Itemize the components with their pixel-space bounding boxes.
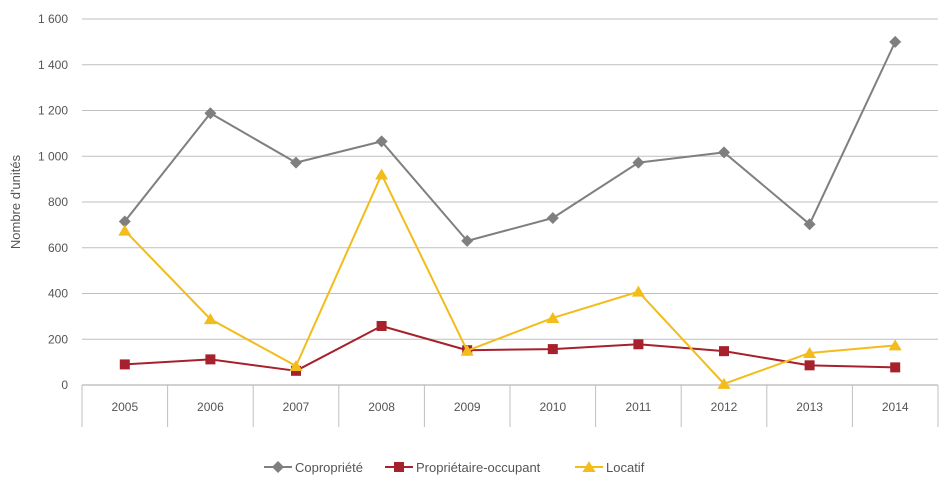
data-point — [631, 285, 645, 297]
data-point — [719, 346, 729, 357]
data-point — [290, 156, 302, 169]
x-tick-label: 2005 — [111, 400, 138, 414]
y-tick-label: 400 — [48, 287, 68, 301]
legend-item: Locatif — [575, 460, 645, 475]
x-tick-label: 2011 — [625, 400, 651, 414]
data-point — [546, 311, 560, 323]
data-point — [376, 320, 387, 331]
x-axis-ticks: 2005 2006 2007 2008 2009 2010 2011 2012 2013 2014 — [81, 385, 939, 427]
y-tick-label: 600 — [48, 241, 68, 255]
data-point — [289, 360, 303, 372]
y-tick-label: 200 — [48, 332, 68, 346]
data-point — [375, 168, 389, 180]
x-tick-label: 2008 — [368, 400, 395, 414]
series-1 — [119, 320, 901, 376]
data-point — [804, 360, 815, 371]
y-tick-label: 1 600 — [38, 12, 68, 26]
data-point — [119, 359, 130, 370]
data-point — [203, 313, 217, 325]
series-line — [124, 173, 896, 385]
y-axis-ticks: 0 200 400 600 800 1 000 1 200 1 400 1 600 — [38, 12, 68, 392]
legend-label: Propriétaire-occupant — [416, 460, 541, 475]
x-tick-label: 2014 — [882, 400, 909, 414]
x-tick-label: 2010 — [539, 400, 566, 414]
series — [118, 35, 902, 389]
legend-marker — [272, 461, 284, 473]
data-point — [803, 346, 817, 358]
data-point — [547, 344, 558, 355]
data-point — [633, 339, 644, 350]
gridlines — [82, 18, 938, 386]
y-tick-label: 800 — [48, 195, 68, 209]
y-tick-label: 0 — [61, 378, 68, 392]
legend-marker — [394, 462, 404, 472]
series-line — [124, 324, 896, 372]
y-tick-label: 1 200 — [38, 104, 68, 118]
data-point — [375, 135, 388, 148]
y-axis-title: Nombre d'unités — [8, 154, 23, 249]
y-tick-label: 1 400 — [38, 58, 68, 72]
data-point — [204, 107, 217, 120]
data-point — [632, 156, 645, 169]
data-point — [118, 215, 131, 228]
data-point — [803, 218, 816, 231]
data-point — [118, 224, 132, 236]
legend-item: Copropriété — [264, 460, 363, 475]
x-tick-label: 2007 — [283, 400, 310, 414]
data-point — [890, 362, 901, 373]
x-tick-label: 2012 — [711, 400, 738, 414]
data-point — [460, 344, 474, 356]
series-0 — [118, 35, 902, 247]
legend-label: Locatif — [606, 460, 645, 475]
x-tick-label: 2006 — [197, 400, 224, 414]
legend-item: Propriétaire-occupant — [385, 460, 541, 475]
data-point — [718, 146, 730, 159]
legend: Copropriété Propriétaire-occupant Locatif — [264, 460, 645, 475]
data-point — [461, 234, 474, 247]
legend-label: Copropriété — [295, 460, 363, 475]
data-point — [889, 35, 902, 48]
x-tick-label: 2013 — [796, 400, 823, 414]
data-point — [205, 354, 216, 365]
data-point — [546, 212, 559, 225]
data-point — [717, 377, 731, 389]
y-tick-label: 1 000 — [38, 149, 68, 163]
x-tick-label: 2009 — [454, 400, 481, 414]
data-point — [888, 339, 902, 351]
series-line — [124, 41, 897, 242]
series-2 — [118, 168, 902, 389]
legend-marker — [582, 461, 596, 472]
